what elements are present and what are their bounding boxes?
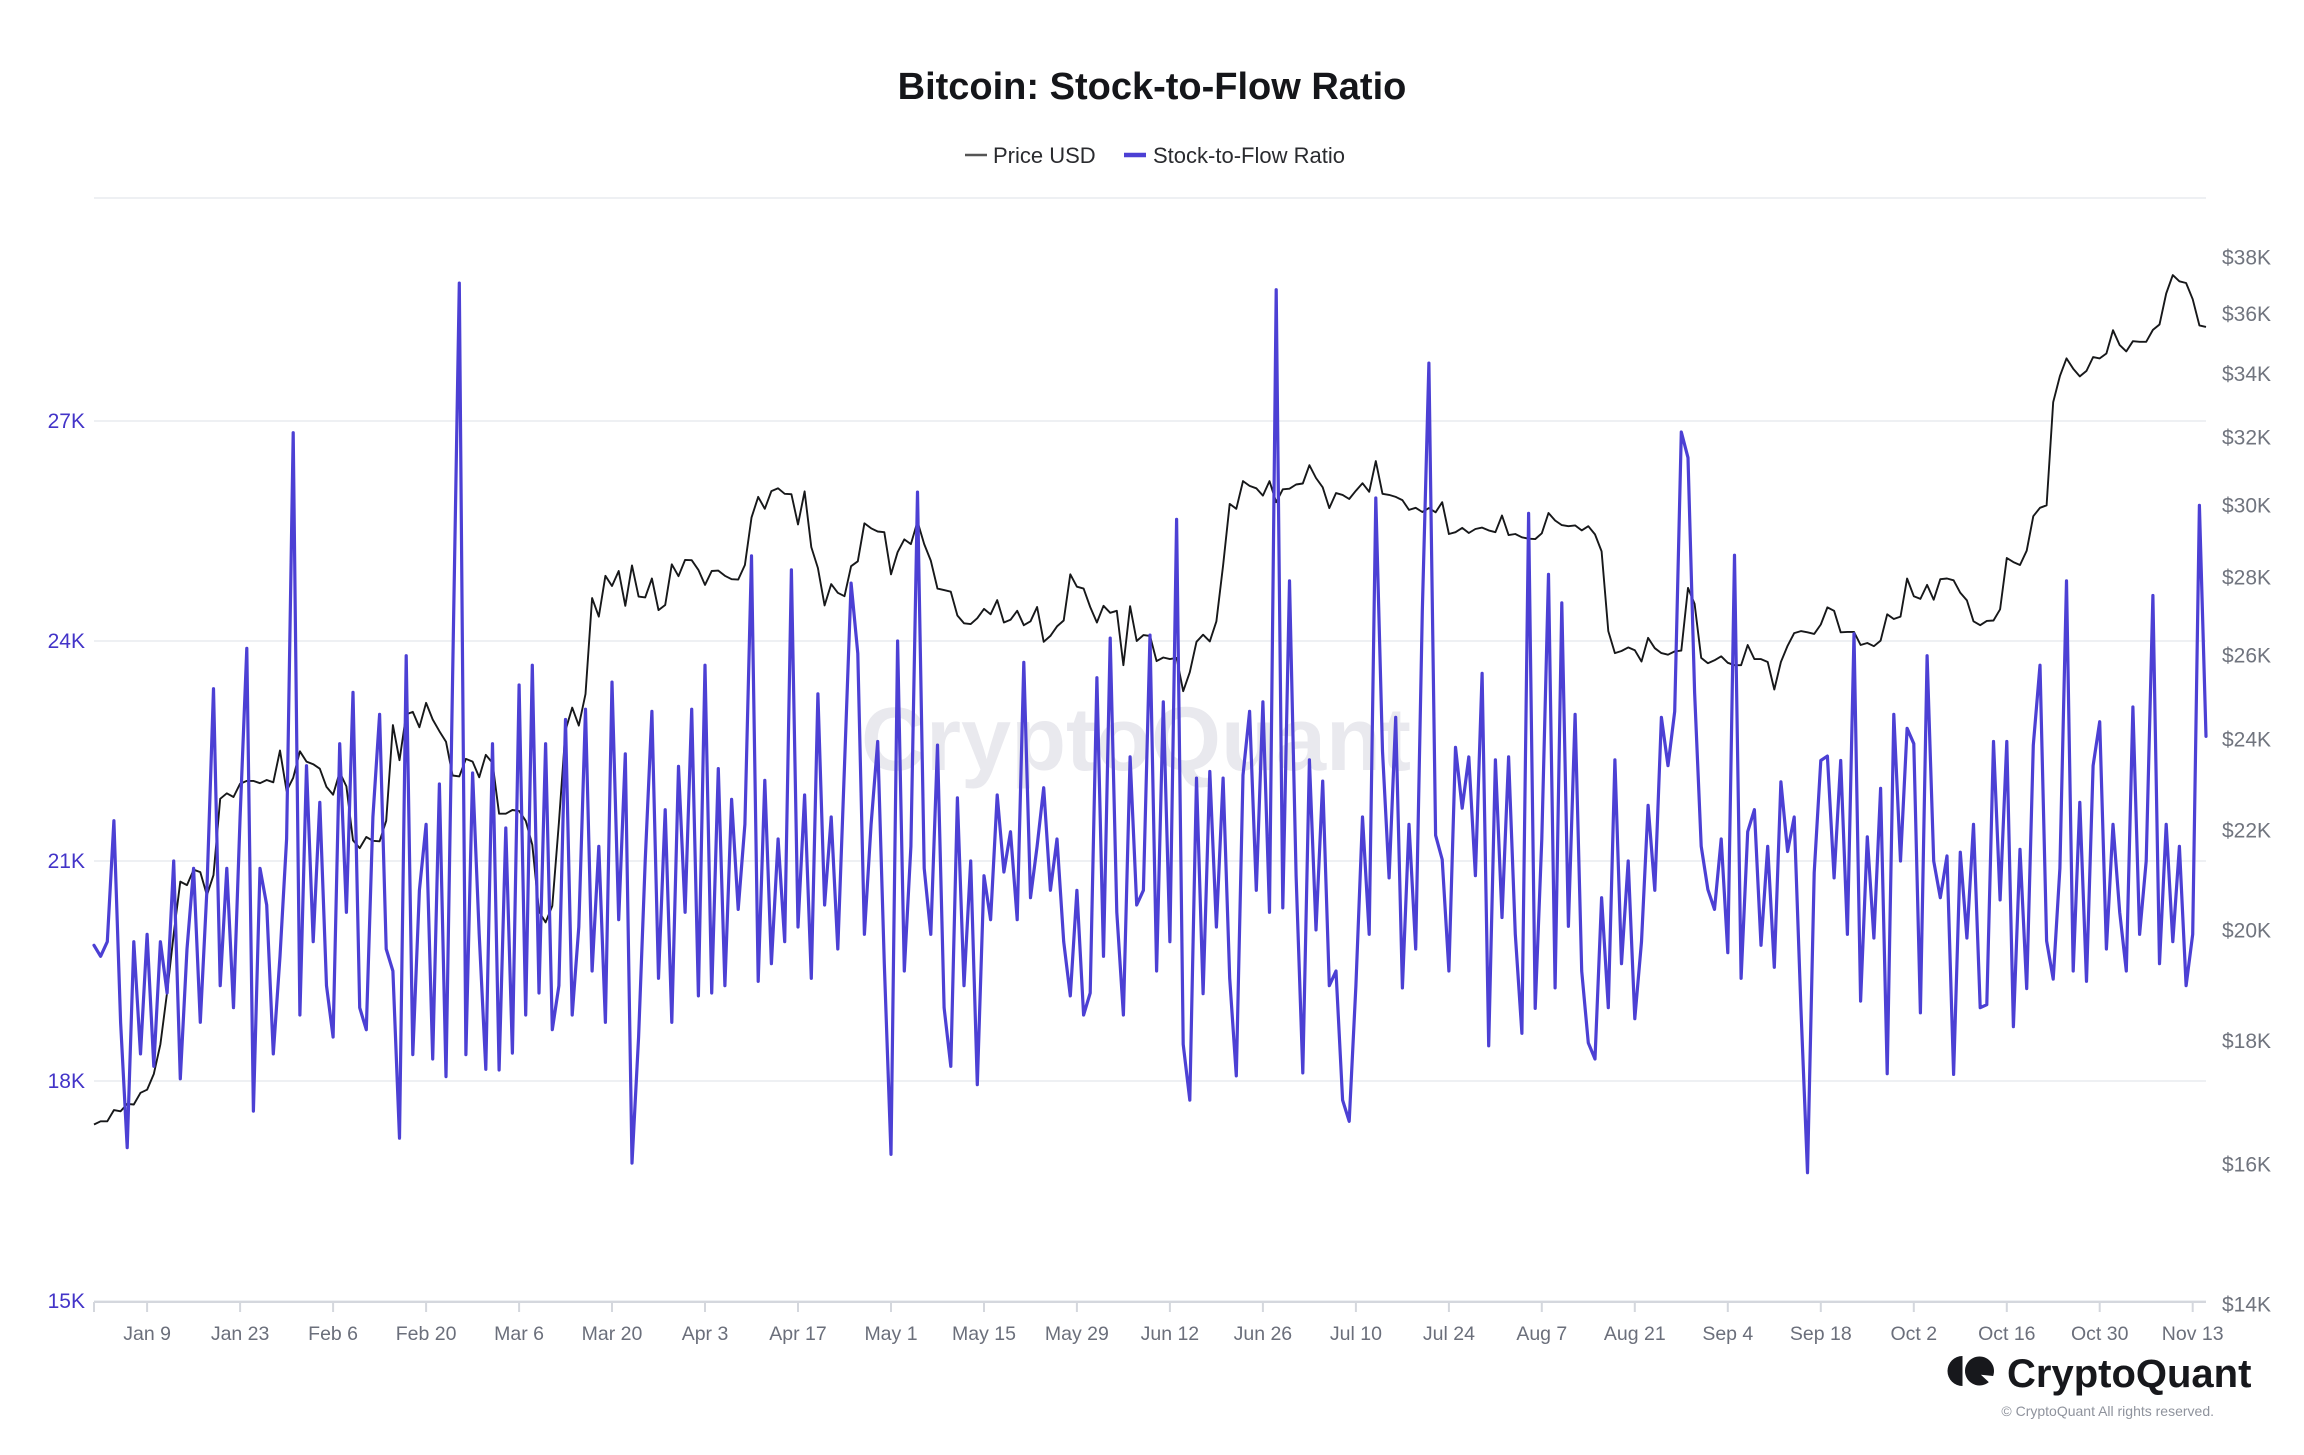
svg-text:$28K: $28K	[2222, 567, 2271, 590]
svg-text:$14K: $14K	[2222, 1294, 2271, 1317]
svg-text:Feb 6: Feb 6	[308, 1323, 358, 1345]
svg-text:$34K: $34K	[2222, 363, 2271, 386]
svg-text:Jan 23: Jan 23	[211, 1323, 270, 1345]
svg-text:Jun 12: Jun 12	[1141, 1323, 1200, 1345]
svg-text:Jun 26: Jun 26	[1234, 1323, 1293, 1345]
svg-text:Sep 18: Sep 18	[1790, 1323, 1852, 1345]
svg-text:Price USD: Price USD	[993, 143, 1096, 168]
svg-text:Oct 16: Oct 16	[1978, 1323, 2035, 1345]
svg-text:© CryptoQuant All rights reser: © CryptoQuant All rights reserved.	[2001, 1403, 2214, 1419]
svg-text:$32K: $32K	[2222, 427, 2271, 450]
svg-text:Sep 4: Sep 4	[1702, 1323, 1753, 1345]
svg-text:$30K: $30K	[2222, 494, 2271, 517]
svg-text:Oct 2: Oct 2	[1890, 1323, 1937, 1345]
svg-text:18K: 18K	[48, 1070, 85, 1093]
svg-text:$26K: $26K	[2222, 644, 2271, 667]
svg-text:Apr 17: Apr 17	[769, 1323, 826, 1345]
svg-text:Mar 20: Mar 20	[582, 1323, 643, 1345]
svg-text:24K: 24K	[48, 630, 85, 653]
svg-text:$38K: $38K	[2222, 246, 2271, 269]
svg-text:27K: 27K	[48, 410, 85, 433]
svg-text:Apr 3: Apr 3	[682, 1323, 729, 1345]
svg-text:$18K: $18K	[2222, 1030, 2271, 1053]
svg-text:Mar 6: Mar 6	[494, 1323, 544, 1345]
svg-text:$16K: $16K	[2222, 1154, 2271, 1177]
svg-text:15K: 15K	[48, 1290, 85, 1313]
svg-text:$22K: $22K	[2222, 820, 2271, 843]
svg-text:Jan 9: Jan 9	[123, 1323, 171, 1345]
svg-text:$20K: $20K	[2222, 920, 2271, 943]
svg-text:May 29: May 29	[1045, 1323, 1109, 1345]
svg-text:Stock-to-Flow Ratio: Stock-to-Flow Ratio	[1153, 143, 1345, 168]
svg-text:$36K: $36K	[2222, 303, 2271, 326]
svg-text:Jul 10: Jul 10	[1330, 1323, 1382, 1345]
svg-text:$24K: $24K	[2222, 728, 2271, 751]
svg-text:Aug 21: Aug 21	[1604, 1323, 1666, 1345]
svg-text:May 1: May 1	[864, 1323, 917, 1345]
svg-text:Bitcoin: Stock-to-Flow Ratio: Bitcoin: Stock-to-Flow Ratio	[898, 66, 1407, 108]
svg-text:Aug 7: Aug 7	[1516, 1323, 1567, 1345]
svg-text:CryptoQuant: CryptoQuant	[2007, 1352, 2251, 1396]
svg-text:CryptoQuant: CryptoQuant	[861, 690, 1411, 790]
svg-text:Feb 20: Feb 20	[396, 1323, 457, 1345]
svg-text:Nov 13: Nov 13	[2162, 1323, 2224, 1345]
svg-text:21K: 21K	[48, 850, 85, 873]
svg-text:May 15: May 15	[952, 1323, 1016, 1345]
svg-text:Jul 24: Jul 24	[1423, 1323, 1475, 1345]
svg-text:Oct 30: Oct 30	[2071, 1323, 2129, 1345]
